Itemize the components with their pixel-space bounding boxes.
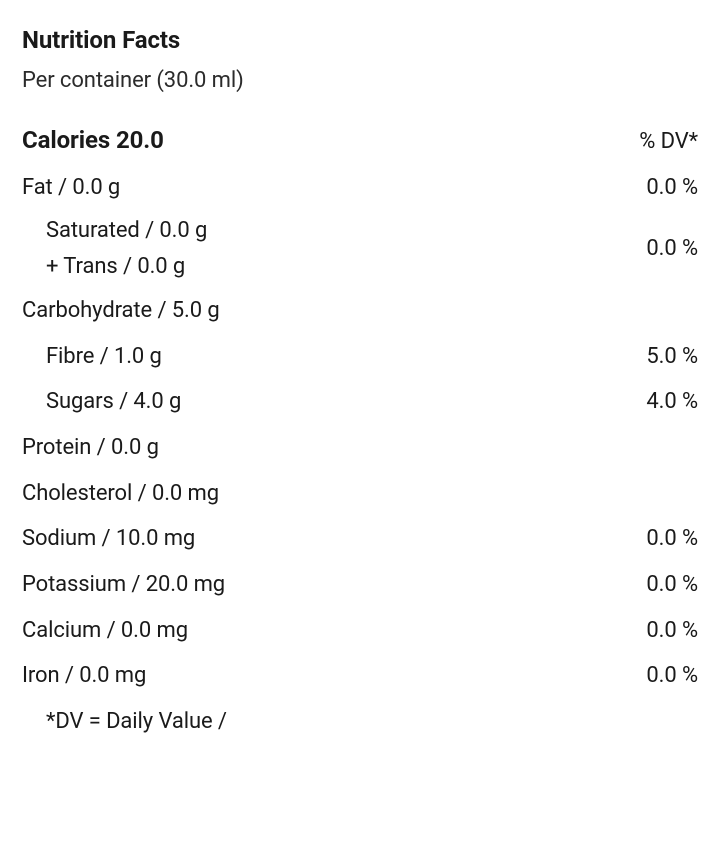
protein-label: Protein / 0.0 g [22,433,159,463]
nutrition-title: Nutrition Facts [22,24,698,56]
calories-row: Calories 20.0 % DV* [22,124,698,165]
iron-row: Iron / 0.0 mg 0.0 % [22,653,698,699]
sugars-label: Sugars / 4.0 g [22,387,181,417]
sodium-dv: 0.0 % [646,524,698,554]
sat-trans-dv: 0.0 % [646,234,698,264]
potassium-label: Potassium / 20.0 mg [22,570,225,600]
fat-label: Fat / 0.0 g [22,173,120,203]
cholesterol-row: Cholesterol / 0.0 mg [22,471,698,517]
sugars-dv: 4.0 % [646,387,698,417]
carb-row: Carbohydrate / 5.0 g [22,288,698,334]
sodium-label: Sodium / 10.0 mg [22,524,195,554]
trans-label: + Trans / 0.0 g [46,252,207,282]
dv-header: % DV* [639,127,698,157]
fibre-dv: 5.0 % [646,342,698,372]
fat-row: Fat / 0.0 g 0.0 % [22,165,698,211]
protein-row: Protein / 0.0 g [22,425,698,471]
cholesterol-label: Cholesterol / 0.0 mg [22,479,219,509]
fibre-row: Fibre / 1.0 g 5.0 % [22,334,698,380]
dv-footnote: *DV = Daily Value / [22,699,698,737]
calcium-label: Calcium / 0.0 mg [22,616,188,646]
iron-label: Iron / 0.0 mg [22,661,146,691]
sugars-row: Sugars / 4.0 g 4.0 % [22,379,698,425]
calories-label: Calories 20.0 [22,124,164,156]
potassium-dv: 0.0 % [646,570,698,600]
fat-dv: 0.0 % [646,173,698,203]
calcium-dv: 0.0 % [646,616,698,646]
iron-dv: 0.0 % [646,661,698,691]
fibre-label: Fibre / 1.0 g [22,342,162,372]
serving-size: Per container (30.0 ml) [22,66,698,96]
saturated-label: Saturated / 0.0 g [46,216,207,246]
potassium-row: Potassium / 20.0 mg 0.0 % [22,562,698,608]
sodium-row: Sodium / 10.0 mg 0.0 % [22,516,698,562]
carb-label: Carbohydrate / 5.0 g [22,296,220,326]
sat-trans-row: Saturated / 0.0 g + Trans / 0.0 g 0.0 % [22,210,698,287]
calcium-row: Calcium / 0.0 mg 0.0 % [22,608,698,654]
